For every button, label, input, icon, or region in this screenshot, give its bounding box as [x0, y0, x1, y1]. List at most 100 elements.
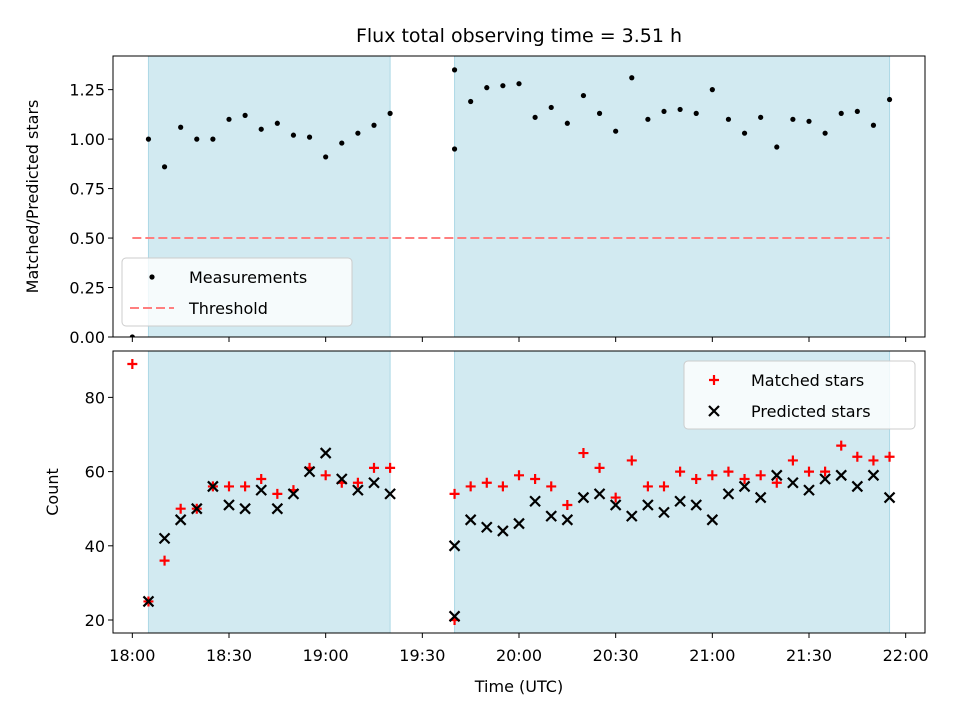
matched-star-point [530, 474, 541, 485]
measurement-point [709, 87, 715, 93]
x-tick-label: 21:00 [689, 646, 735, 665]
predicted-star-point [384, 488, 396, 500]
observing-window [147, 350, 391, 634]
predicted-star-point [722, 488, 735, 500]
predicted-star-point [674, 495, 686, 508]
matched-star-point [836, 440, 847, 451]
predicted-star-point [368, 476, 380, 489]
predicted-star-point [867, 469, 880, 482]
y-tick-label: 80 [85, 388, 105, 407]
predicted-star-point [158, 532, 171, 545]
predicted-star-point [706, 514, 719, 526]
measurement-point [339, 140, 345, 146]
measurement-point [548, 104, 554, 111]
measurement-point [677, 106, 683, 113]
y-tick-label: 40 [85, 537, 105, 556]
measurement-point [725, 116, 732, 122]
predicted-star-point [174, 514, 187, 526]
matched-star-point [320, 470, 331, 481]
y-tick-label: 20 [85, 611, 105, 630]
x-tick-label: 18:30 [206, 646, 252, 665]
predicted-star-point [577, 491, 590, 504]
y-tick-label: 1.00 [69, 130, 105, 149]
y-tick-label: 0.50 [69, 229, 105, 248]
matched-star-point [884, 451, 895, 462]
matched-star-point [449, 488, 460, 499]
matched-star-point [369, 462, 379, 473]
predicted-star-point [883, 491, 896, 504]
matched-star-point [175, 503, 186, 514]
predicted-star-point [835, 469, 847, 482]
measurement-point [532, 114, 538, 120]
matched-star-point [723, 466, 734, 477]
legend-label: Predicted stars [751, 402, 871, 421]
x-tick-label: 22:00 [883, 646, 929, 665]
series-layer [129, 67, 893, 337]
measurement-point [741, 130, 748, 136]
matched-star-point [256, 474, 267, 485]
y-axis-title: Matched/Predicted stars [23, 100, 42, 294]
predicted-star-point [561, 514, 574, 526]
x-tick-label: 18:00 [109, 646, 155, 665]
matched-star-point [755, 470, 766, 481]
predicted-star-point [207, 480, 219, 493]
legend-measurement-marker [149, 274, 155, 280]
measurement-point [870, 122, 877, 128]
measurement-point [564, 120, 570, 126]
x-tick-label: 20:00 [496, 646, 542, 665]
measurement-point [129, 334, 135, 337]
predicted-star-point [481, 521, 493, 534]
matched-star-point [642, 481, 653, 492]
predicted-star-point [336, 473, 348, 485]
measurement-point [516, 81, 522, 87]
legend-predicted-marker [708, 405, 720, 417]
measurement-point [854, 108, 860, 115]
legend-box [121, 257, 353, 327]
predicted-star-point [464, 514, 477, 526]
matched-star-point [707, 470, 718, 481]
predicted-star-point [803, 484, 815, 496]
measurement-point [484, 85, 490, 91]
x-tick-label: 21:30 [786, 646, 832, 665]
matched-star-point [804, 466, 814, 477]
matched-star-point [578, 448, 589, 459]
measurement-point [806, 118, 812, 124]
matched-star-point [127, 358, 138, 369]
predicted-star-point [626, 510, 638, 522]
x-tick-label: 19:30 [399, 646, 445, 665]
matched-star-point [787, 455, 798, 466]
predicted-star-point [497, 525, 509, 537]
legend-matched-marker [709, 375, 719, 385]
measurement-point [451, 67, 458, 73]
measurement-point [355, 130, 361, 136]
matched-star-point [272, 488, 283, 499]
matched-star-point [659, 481, 669, 492]
x-tick-label: 19:00 [303, 646, 349, 665]
matched-star-point [481, 477, 492, 488]
legend: Measurements Threshold [121, 257, 353, 327]
matched-star-point [224, 481, 234, 492]
series-layer [127, 358, 896, 626]
measurement-point [371, 122, 377, 128]
predicted-star-point [191, 502, 203, 515]
predicted-star-point [223, 499, 235, 511]
predicted-star-point [609, 499, 622, 511]
matched-star-point [497, 481, 508, 492]
matched-star-point [739, 474, 750, 485]
matched-star-point [626, 455, 637, 466]
legend-label: Measurements [189, 268, 307, 287]
predicted-star-point [754, 491, 767, 504]
predicted-star-point [239, 502, 251, 515]
predicted-star-point [142, 595, 155, 608]
measurement-point [629, 75, 635, 81]
matched-star-point [514, 470, 524, 481]
matched-star-point [675, 466, 686, 477]
chart-title: Flux total observing time = 3.51 h [356, 25, 682, 47]
predicted-star-point [851, 480, 864, 493]
measurement-point [210, 136, 216, 142]
y-tick-label: 0.75 [69, 180, 105, 199]
measurement-point [886, 96, 893, 103]
measurement-point [693, 110, 699, 116]
